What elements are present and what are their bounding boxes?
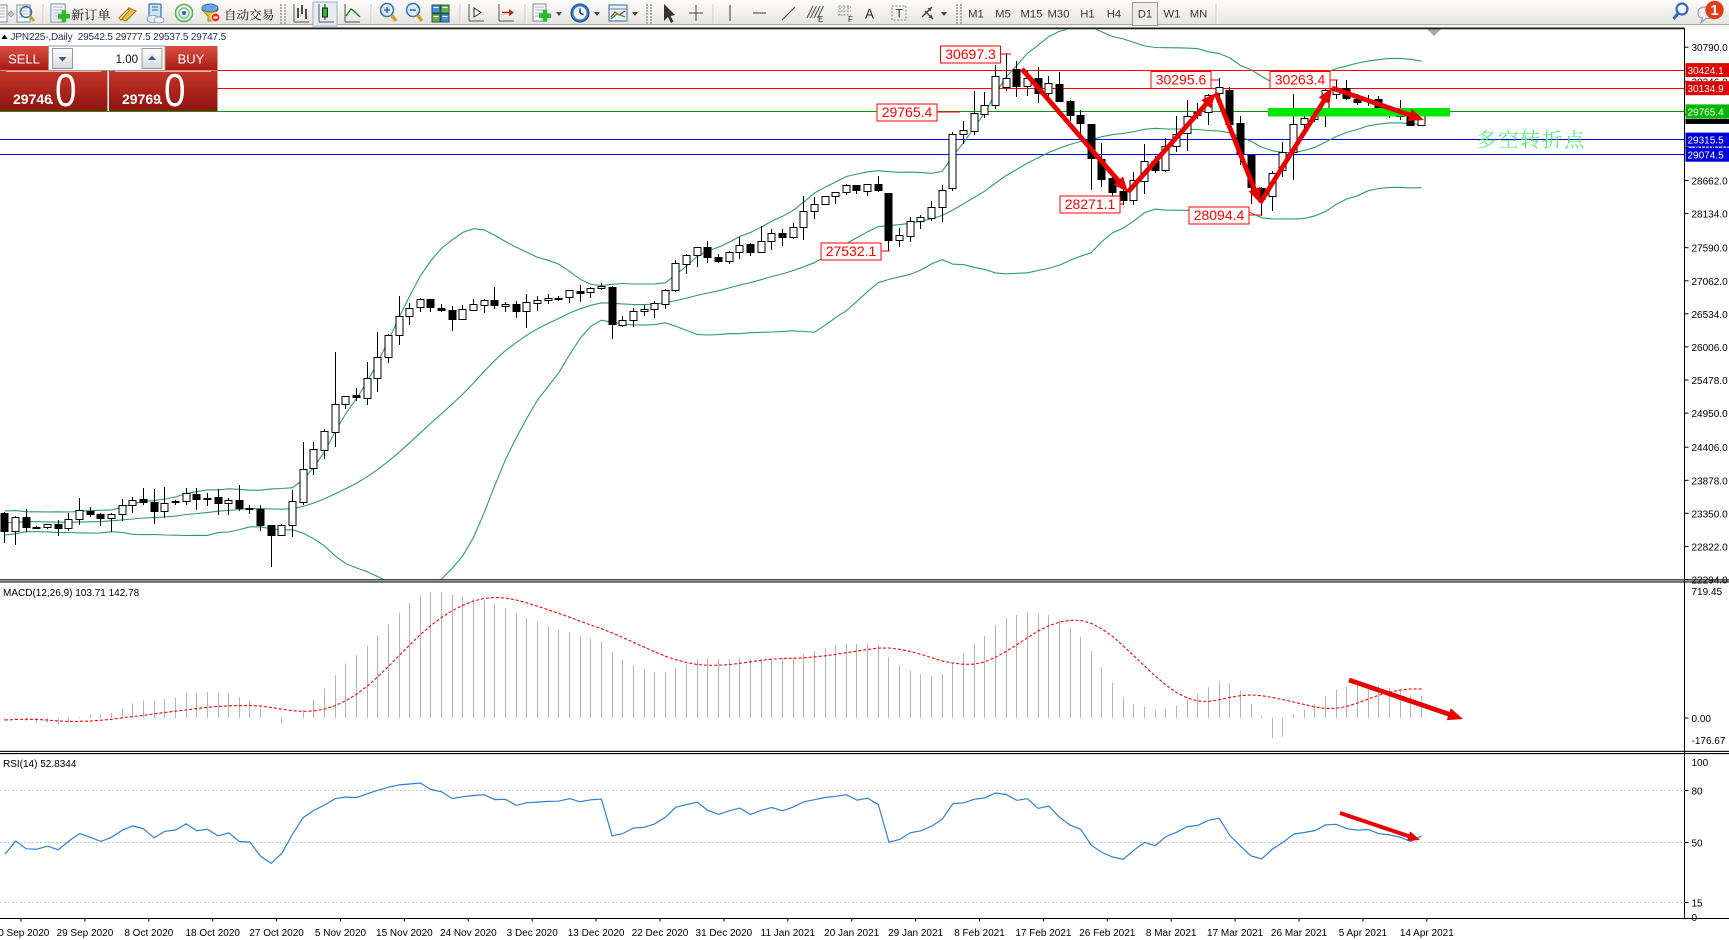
svg-text:14 Apr 2021: 14 Apr 2021 — [1400, 928, 1454, 939]
svg-text:15 Nov 2020: 15 Nov 2020 — [376, 928, 433, 939]
svg-text:M5: M5 — [995, 9, 1011, 21]
svg-text:1: 1 — [1710, 2, 1718, 19]
svg-text:27590.0: 27590.0 — [1692, 244, 1729, 255]
svg-text:T: T — [896, 7, 904, 21]
svg-text:SELL: SELL — [8, 52, 40, 67]
svg-text:5 Nov 2020: 5 Nov 2020 — [315, 928, 367, 939]
svg-text:29765.4: 29765.4 — [1688, 107, 1725, 118]
svg-text:H4: H4 — [1107, 9, 1121, 21]
svg-text:80: 80 — [1692, 787, 1704, 798]
svg-text:29 Sep 2020: 29 Sep 2020 — [57, 928, 114, 939]
svg-text:D1: D1 — [1138, 9, 1152, 21]
svg-text:0.00: 0.00 — [1692, 714, 1712, 725]
svg-text:E: E — [818, 15, 823, 24]
svg-text:1.00: 1.00 — [116, 54, 138, 66]
svg-text:29315.5: 29315.5 — [1688, 136, 1725, 147]
svg-text:27 Oct 2020: 27 Oct 2020 — [249, 928, 304, 939]
svg-text:MACD(12,26,9) 103.71 142.78: MACD(12,26,9) 103.71 142.78 — [3, 588, 140, 599]
svg-text:M15: M15 — [1021, 9, 1043, 21]
svg-text:0: 0 — [55, 64, 77, 116]
svg-text:13 Dec 2020: 13 Dec 2020 — [568, 928, 625, 939]
svg-text:719.45: 719.45 — [1692, 587, 1723, 598]
svg-text:BUY: BUY — [178, 52, 205, 67]
svg-text:30790.0: 30790.0 — [1692, 43, 1729, 54]
svg-text:31 Dec 2020: 31 Dec 2020 — [696, 928, 753, 939]
svg-text:29074.5: 29074.5 — [1688, 151, 1725, 162]
svg-text:26 Mar 2021: 26 Mar 2021 — [1271, 928, 1328, 939]
svg-text:18 Oct 2020: 18 Oct 2020 — [185, 928, 240, 939]
svg-text:30697.3: 30697.3 — [945, 46, 996, 62]
svg-text:29765.4: 29765.4 — [882, 104, 933, 120]
svg-text:15: 15 — [1692, 899, 1704, 910]
svg-text:26 Feb 2021: 26 Feb 2021 — [1079, 928, 1136, 939]
svg-text:25478.0: 25478.0 — [1692, 376, 1729, 387]
svg-text:8 Feb 2021: 8 Feb 2021 — [954, 928, 1005, 939]
svg-text:22822.0: 22822.0 — [1692, 542, 1729, 553]
svg-text:26006.0: 26006.0 — [1692, 343, 1729, 354]
svg-text:MN: MN — [1190, 9, 1208, 21]
svg-text:22 Dec 2020: 22 Dec 2020 — [632, 928, 689, 939]
svg-text:3 Dec 2020: 3 Dec 2020 — [507, 928, 559, 939]
svg-text:22294.0: 22294.0 — [1692, 576, 1729, 587]
svg-text:29 Jan 2021: 29 Jan 2021 — [888, 928, 943, 939]
svg-text:30134.9: 30134.9 — [1688, 84, 1725, 95]
svg-text:M1: M1 — [968, 9, 984, 21]
svg-text:.: . — [50, 91, 54, 107]
svg-text:5 Apr 2021: 5 Apr 2021 — [1339, 928, 1388, 939]
svg-text:30263.4: 30263.4 — [1275, 72, 1326, 88]
svg-text:20 Sep 2020: 20 Sep 2020 — [0, 928, 50, 939]
svg-text:11 Jan 2021: 11 Jan 2021 — [761, 928, 816, 939]
svg-text:24 Nov 2020: 24 Nov 2020 — [440, 928, 497, 939]
svg-text:17 Mar 2021: 17 Mar 2021 — [1207, 928, 1264, 939]
svg-text:A: A — [865, 7, 874, 22]
svg-text:30295.6: 30295.6 — [1156, 72, 1207, 88]
svg-text:27062.0: 27062.0 — [1692, 277, 1729, 288]
svg-text:0: 0 — [164, 64, 186, 116]
svg-text:-176.67: -176.67 — [1692, 736, 1726, 747]
svg-text:RSI(14) 52.8344: RSI(14) 52.8344 — [3, 759, 77, 770]
svg-text:23878.0: 23878.0 — [1692, 476, 1729, 487]
svg-text:.: . — [159, 91, 163, 107]
svg-text:M30: M30 — [1048, 9, 1070, 21]
svg-text:20 Jan 2021: 20 Jan 2021 — [824, 928, 879, 939]
svg-text:JPN225-,Daily 29542.5 29777.5: JPN225-,Daily 29542.5 29777.5 29537.5 29… — [11, 32, 227, 43]
svg-text:100: 100 — [1692, 758, 1709, 769]
svg-text:8 Oct 2020: 8 Oct 2020 — [124, 928, 173, 939]
svg-text:30424.1: 30424.1 — [1688, 66, 1725, 77]
svg-text:24406.0: 24406.0 — [1692, 443, 1729, 454]
svg-text:28094.4: 28094.4 — [1194, 207, 1245, 223]
svg-text:50: 50 — [1692, 839, 1704, 850]
svg-text:28271.1: 28271.1 — [1065, 196, 1116, 212]
svg-text:W1: W1 — [1164, 9, 1181, 21]
svg-text:23350.0: 23350.0 — [1692, 509, 1729, 520]
svg-text:24950.0: 24950.0 — [1692, 409, 1729, 420]
svg-text:H1: H1 — [1080, 9, 1094, 21]
svg-text:8 Mar 2021: 8 Mar 2021 — [1146, 928, 1197, 939]
svg-text:27532.1: 27532.1 — [826, 243, 877, 259]
svg-text:28662.0: 28662.0 — [1692, 177, 1729, 188]
svg-text:29746: 29746 — [13, 91, 52, 107]
svg-text:29769: 29769 — [122, 91, 161, 107]
svg-text:26534.0: 26534.0 — [1692, 310, 1729, 321]
svg-text:17 Feb 2021: 17 Feb 2021 — [1015, 928, 1072, 939]
svg-text:F: F — [848, 15, 853, 24]
svg-text:28134.0: 28134.0 — [1692, 210, 1729, 221]
